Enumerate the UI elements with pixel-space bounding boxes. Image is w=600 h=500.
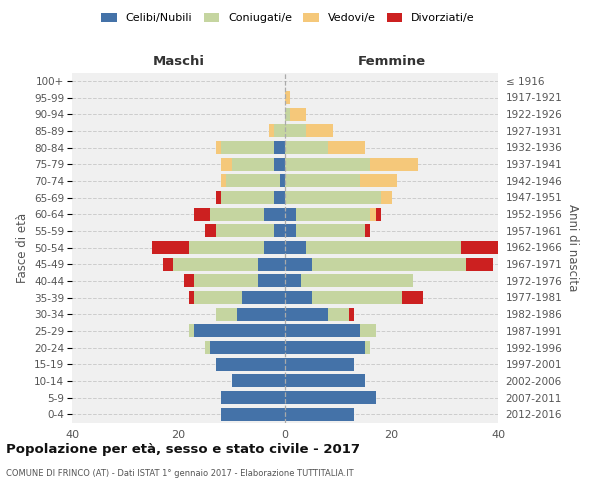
Bar <box>285 108 290 120</box>
Text: Maschi: Maschi <box>152 54 205 68</box>
Bar <box>285 191 381 204</box>
Bar <box>226 174 280 188</box>
Bar <box>274 124 285 138</box>
Bar <box>216 224 274 237</box>
Bar <box>194 274 259 287</box>
Bar <box>216 191 221 204</box>
Bar <box>328 141 365 154</box>
Bar <box>221 191 274 204</box>
Bar <box>221 174 226 188</box>
Bar <box>189 241 264 254</box>
Bar <box>285 241 307 254</box>
Bar <box>232 158 274 170</box>
Bar <box>290 108 307 120</box>
Bar <box>285 208 296 220</box>
Bar <box>173 258 259 270</box>
Bar <box>184 274 194 287</box>
Bar <box>311 258 466 270</box>
Bar <box>285 274 301 287</box>
Bar <box>285 174 359 188</box>
Bar <box>461 241 498 254</box>
Bar <box>285 141 328 154</box>
Bar <box>194 208 211 220</box>
Bar <box>285 391 376 404</box>
Bar <box>205 224 216 237</box>
Bar <box>194 291 242 304</box>
Text: COMUNE DI FRINCO (AT) - Dati ISTAT 1° gennaio 2017 - Elaborazione TUTTITALIA.IT: COMUNE DI FRINCO (AT) - Dati ISTAT 1° ge… <box>6 469 353 478</box>
Bar <box>285 91 290 104</box>
Bar <box>376 208 381 220</box>
Bar <box>402 291 424 304</box>
Bar <box>296 208 370 220</box>
Bar <box>221 158 232 170</box>
Bar <box>189 291 194 304</box>
Y-axis label: Anni di nascita: Anni di nascita <box>566 204 579 291</box>
Bar <box>221 141 274 154</box>
Bar <box>205 341 211 354</box>
Bar <box>274 224 285 237</box>
Bar <box>274 141 285 154</box>
Bar <box>365 224 370 237</box>
Bar <box>264 241 285 254</box>
Bar <box>301 274 413 287</box>
Bar <box>285 258 311 270</box>
Bar <box>280 174 285 188</box>
Bar <box>221 391 285 404</box>
Text: Femmine: Femmine <box>358 54 425 68</box>
Bar <box>285 124 307 138</box>
Bar <box>349 308 354 320</box>
Bar <box>221 408 285 420</box>
Bar <box>194 324 285 338</box>
Legend: Celibi/Nubili, Coniugati/e, Vedovi/e, Divorziati/e: Celibi/Nubili, Coniugati/e, Vedovi/e, Di… <box>97 8 479 28</box>
Bar <box>259 258 285 270</box>
Bar <box>285 291 311 304</box>
Bar <box>152 241 189 254</box>
Bar <box>381 191 392 204</box>
Bar <box>365 341 370 354</box>
Bar <box>311 291 402 304</box>
Text: Popolazione per età, sesso e stato civile - 2017: Popolazione per età, sesso e stato civil… <box>6 442 360 456</box>
Bar <box>285 408 354 420</box>
Bar <box>307 241 461 254</box>
Bar <box>307 124 333 138</box>
Bar <box>269 124 274 138</box>
Bar <box>285 358 354 370</box>
Bar <box>285 341 365 354</box>
Bar <box>216 358 285 370</box>
Bar <box>259 274 285 287</box>
Bar <box>285 224 296 237</box>
Bar <box>274 191 285 204</box>
Bar <box>163 258 173 270</box>
Bar <box>274 158 285 170</box>
Bar <box>285 324 359 338</box>
Bar <box>242 291 285 304</box>
Bar <box>296 224 365 237</box>
Bar <box>370 158 418 170</box>
Bar <box>359 324 376 338</box>
Bar <box>285 374 365 388</box>
Bar <box>216 308 237 320</box>
Bar <box>285 158 370 170</box>
Bar <box>211 341 285 354</box>
Bar <box>189 324 194 338</box>
Bar <box>232 374 285 388</box>
Bar <box>216 141 221 154</box>
Bar <box>370 208 376 220</box>
Y-axis label: Fasce di età: Fasce di età <box>16 212 29 282</box>
Bar <box>466 258 493 270</box>
Bar <box>285 308 328 320</box>
Bar <box>328 308 349 320</box>
Bar <box>211 208 264 220</box>
Bar <box>359 174 397 188</box>
Bar <box>237 308 285 320</box>
Bar <box>264 208 285 220</box>
